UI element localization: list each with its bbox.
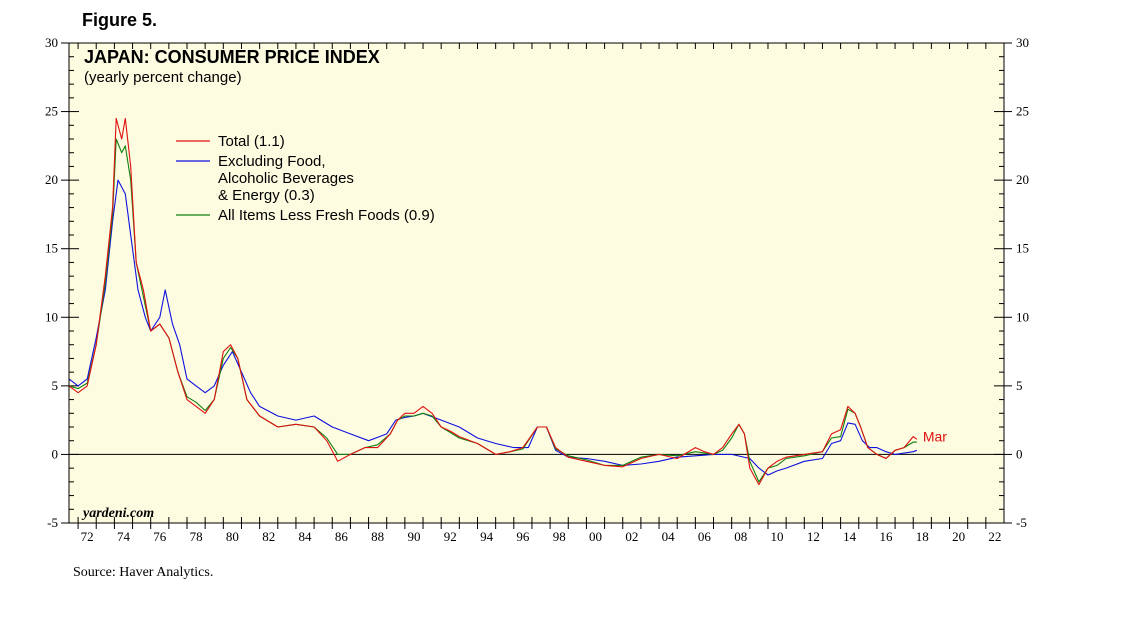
x-tick-label: 22 — [988, 529, 1001, 544]
chart-subtitle: (yearly percent change) — [84, 69, 242, 86]
series-line-0 — [68, 117, 918, 486]
plot-frame — [68, 42, 1005, 524]
y-tick-label-left: 20 — [45, 172, 58, 187]
x-tick-label: 12 — [807, 529, 820, 544]
source-note: Source: Haver Analytics. — [73, 565, 214, 580]
x-tick-labels: 72 74 76 78 80 82 84 86 88 90 92 94 96 98 00 02 04 06 08 10… — [81, 529, 1002, 544]
x-tick-label: 76 — [153, 529, 167, 544]
x-tick-label: 72 — [81, 529, 94, 544]
y-tick-label-left: 15 — [45, 241, 58, 256]
plot-background — [69, 43, 1004, 523]
legend-label-1: Excluding Food, — [218, 153, 326, 170]
x-tick-label: 88 — [371, 529, 384, 544]
x-tick-label: 82 — [262, 529, 275, 544]
axis-ticks — [61, 42, 1012, 529]
figure-label: Figure 5. — [82, 10, 158, 30]
watermark: yardeni.com — [81, 506, 154, 521]
x-tick-label: 96 — [516, 529, 530, 544]
x-tick-label: 14 — [843, 529, 857, 544]
y-tick-labels-left: -5 0 5 10 15 20 25 30 — [45, 35, 58, 530]
x-tick-label: 90 — [407, 529, 420, 544]
x-tick-label: 00 — [589, 529, 602, 544]
x-tick-label: 08 — [734, 529, 747, 544]
series-line-1 — [68, 179, 918, 476]
y-tick-label-left: 5 — [52, 378, 59, 393]
y-tick-label-right: 20 — [1016, 172, 1029, 187]
y-tick-label-right: 15 — [1016, 241, 1029, 256]
x-tick-label: 86 — [335, 529, 349, 544]
y-tick-label-left: -5 — [47, 515, 58, 530]
x-tick-label: 02 — [625, 529, 638, 544]
x-tick-label: 16 — [879, 529, 893, 544]
x-tick-label: 98 — [553, 529, 566, 544]
x-tick-label: 84 — [299, 529, 313, 544]
legend-label-1: Alcoholic Beverages — [218, 170, 354, 187]
y-tick-label-right: -5 — [1016, 515, 1027, 530]
x-tick-label: 94 — [480, 529, 494, 544]
y-tick-label-right: 10 — [1016, 309, 1029, 324]
legend-label-2: All Items Less Fresh Foods (0.9) — [218, 207, 435, 224]
y-tick-label-left: 0 — [52, 446, 59, 461]
legend-label-0: Total (1.1) — [218, 133, 285, 150]
x-tick-label: 06 — [698, 529, 712, 544]
legend: Total (1.1) Excluding Food,Alcoholic Beve… — [176, 133, 435, 224]
x-tick-label: 04 — [662, 529, 676, 544]
y-tick-label-left: 30 — [45, 35, 58, 50]
chart-title: JAPAN: CONSUMER PRICE INDEX — [84, 47, 380, 67]
y-tick-label-left: 25 — [45, 104, 58, 119]
y-tick-label-right: 25 — [1016, 104, 1029, 119]
y-tick-label-right: 0 — [1016, 446, 1023, 461]
x-tick-label: 20 — [952, 529, 965, 544]
y-tick-label-right: 5 — [1016, 378, 1023, 393]
x-tick-label: 80 — [226, 529, 239, 544]
series-lines — [68, 117, 918, 486]
x-tick-label: 92 — [444, 529, 457, 544]
x-tick-label: 18 — [916, 529, 929, 544]
end-label: Mar — [923, 428, 947, 444]
y-tick-labels-right: -5 0 5 10 15 20 25 30 — [1016, 35, 1029, 530]
x-tick-label: 78 — [190, 529, 203, 544]
y-tick-label-right: 30 — [1016, 35, 1029, 50]
y-tick-label-left: 10 — [45, 309, 58, 324]
x-tick-label: 74 — [117, 529, 131, 544]
legend-label-1: & Energy (0.3) — [218, 187, 315, 204]
x-tick-label: 10 — [771, 529, 784, 544]
